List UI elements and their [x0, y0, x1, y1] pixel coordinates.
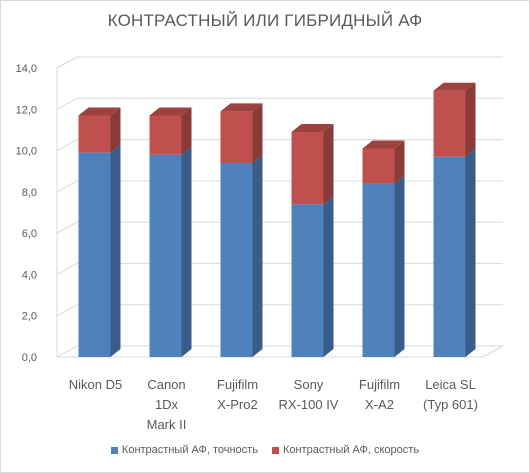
chart-plot-area: 0,0 2,0 4,0 6,0 8,0 10,0 12,0 14,0 Nikon D5 Canon… [16, 56, 504, 432]
bar-top [291, 123, 334, 132]
bar-side [394, 175, 405, 357]
x-category-label: Fujifilm [217, 377, 258, 392]
bar-front [78, 152, 111, 357]
bar-side [252, 154, 263, 357]
bar-side [465, 82, 476, 157]
x-category-label: Mark II [147, 417, 187, 432]
bar-front [220, 111, 253, 163]
x-category-label: X-Pro2 [217, 397, 257, 412]
gridline-depth [56, 304, 78, 317]
gridline-depth [56, 221, 78, 234]
x-category-label: Fujifilm [359, 377, 400, 392]
bar-front [362, 148, 395, 184]
bar-front [433, 90, 466, 157]
x-category-label: (Typ 601) [423, 397, 478, 412]
bar-front [149, 115, 182, 155]
x-category-label: Nikon D5 [69, 377, 122, 392]
legend-item-accuracy: Контрастный АФ, точность [110, 444, 258, 456]
bar-side [110, 144, 121, 357]
bar-side [252, 103, 263, 163]
y-tick-label: 10,0 [16, 146, 37, 158]
y-tick-label: 14,0 [16, 63, 37, 75]
bar-side [323, 196, 334, 357]
y-tick-label: 4,0 [22, 269, 37, 281]
chart-legend: Контрастный АФ, точность Контрастный АФ,… [1, 444, 529, 456]
x-category-label: Canon [147, 377, 185, 392]
bar-front [433, 156, 466, 357]
bar-top [78, 107, 121, 116]
bar-front [362, 183, 395, 357]
gridline-depth [56, 139, 78, 152]
x-category-label: 1Dx [155, 397, 179, 412]
bar-side [181, 107, 192, 155]
gridline-depth [56, 97, 78, 110]
bar-top [149, 107, 192, 116]
bar-side [110, 107, 121, 153]
legend-item-speed: Контрастный АФ, скорость [271, 444, 420, 456]
bar-side [181, 146, 192, 357]
x-category-label: X-A2 [365, 397, 394, 412]
x-category-label: Sony [294, 377, 324, 392]
y-tick-label: 2,0 [22, 311, 37, 323]
bar-front [149, 154, 182, 357]
bar-front [220, 162, 253, 357]
x-category-label: RX-100 IV [279, 397, 339, 412]
bar-side [465, 148, 476, 357]
y-tick-label: 6,0 [22, 228, 37, 240]
x-category-label: Leica SL [425, 377, 476, 392]
bar-front [78, 115, 111, 153]
bar-front [291, 204, 324, 357]
chart-title: КОНТРАСТНЫЙ ИЛИ ГИБРИДНЫЙ АФ [107, 11, 423, 30]
y-tick-label: 0,0 [22, 352, 37, 364]
legend-label-accuracy: Контрастный АФ, точность [121, 444, 258, 456]
bar-side [394, 140, 405, 184]
gridline-depth [56, 56, 78, 69]
gridline-depth [56, 180, 78, 193]
bar-front [291, 131, 324, 205]
gridline-depth [56, 262, 78, 275]
bar-top [220, 103, 263, 112]
y-tick-label: 8,0 [22, 187, 37, 199]
legend-label-speed: Контрастный АФ, скорость [282, 444, 420, 456]
bar-top [362, 140, 405, 149]
legend-swatch-accuracy [110, 446, 118, 454]
bar-top [433, 82, 476, 91]
floor-edge [482, 345, 504, 358]
y-tick-label: 12,0 [16, 104, 37, 116]
gridline-depth [56, 345, 78, 358]
bar-side [323, 123, 334, 205]
legend-swatch-speed [271, 446, 279, 454]
